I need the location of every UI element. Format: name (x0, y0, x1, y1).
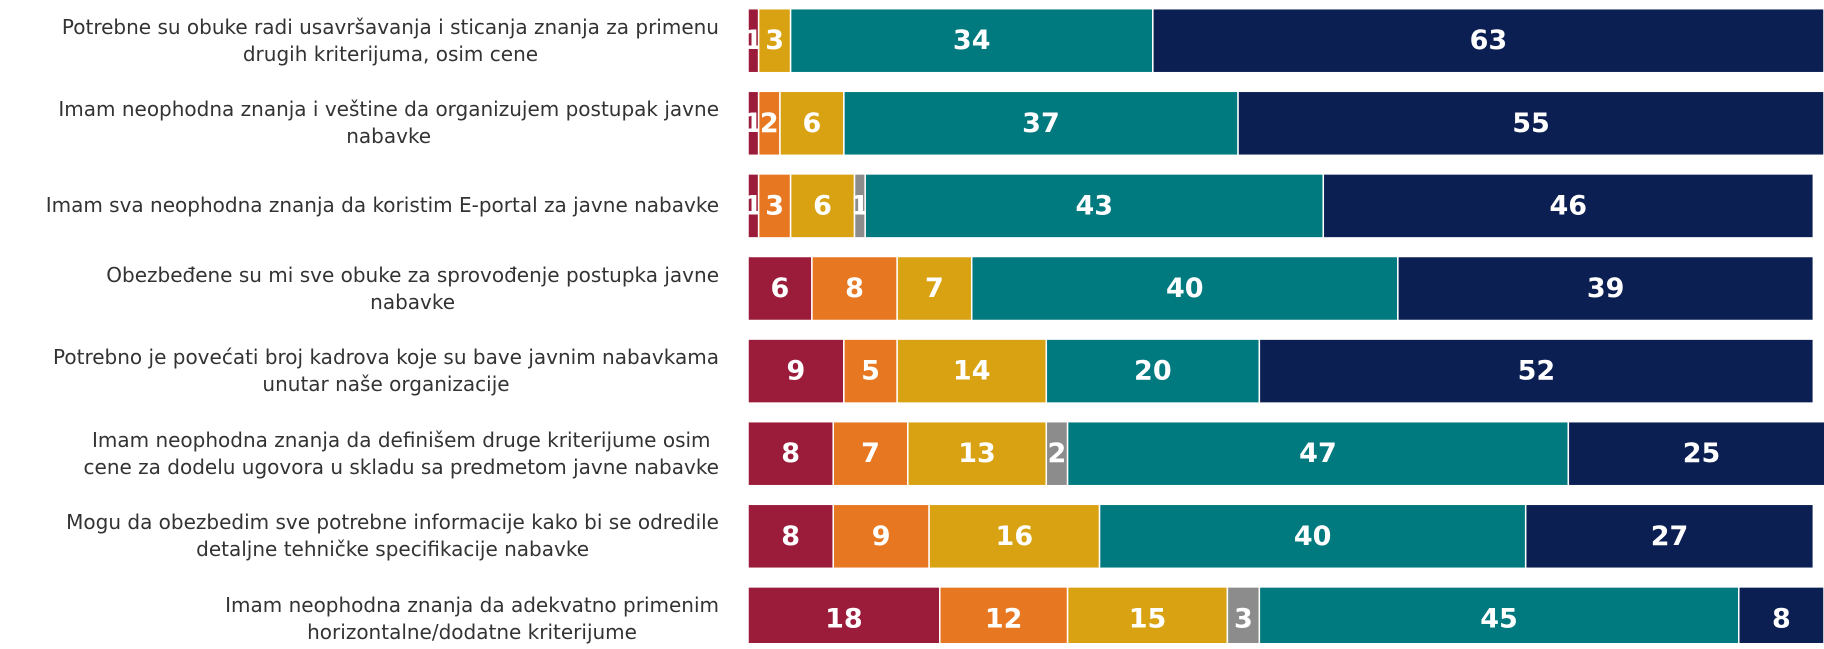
value-label: 16 (996, 521, 1034, 552)
value-label: 3 (1234, 603, 1253, 634)
category-label: Potrebno je povećati broj kadrova koje s… (53, 341, 719, 401)
bar-segment (1524, 503, 1815, 570)
value-label: 40 (1166, 273, 1204, 304)
category-label-line: nabavke (370, 289, 456, 314)
value-label: 5 (861, 356, 880, 387)
category-label-line: Imam neophodna znanja da definišem druge… (91, 427, 711, 452)
bar-segment (832, 503, 930, 570)
bar-segment (747, 586, 941, 643)
value-label: 2 (760, 108, 779, 139)
bar-segment (789, 7, 1154, 74)
value-label: 8 (1772, 603, 1791, 634)
bar-segment (1237, 90, 1824, 157)
category-label: Imam neophodna znanja i veštine da organ… (58, 93, 719, 153)
category-label-line: Potrebno je povećati broj kadrova koje s… (53, 345, 719, 370)
value-label: 8 (781, 521, 800, 552)
value-label: 14 (953, 356, 991, 387)
category-label-line: Obezbeđene su mi sve obuke za sprovođenj… (106, 262, 719, 287)
bar-segment (779, 90, 845, 157)
value-label: 27 (1651, 521, 1689, 552)
bar-segment (747, 503, 834, 570)
value-label: 6 (813, 190, 832, 221)
category-label-line: Mogu da obezbedim sve potrebne informaci… (66, 510, 719, 535)
category-label-line: nabavke (346, 124, 432, 149)
category-label: Imam neophodna znanja da adekvatno prime… (225, 589, 719, 649)
bar-segment (747, 420, 834, 487)
value-label: 34 (953, 25, 991, 56)
bar-segment (1567, 420, 1824, 487)
value-label: 46 (1550, 190, 1588, 221)
category-label-line: Potrebne su obuke radi usavršavanja i st… (61, 14, 719, 39)
category-label: Imam sva neophodna znanja da koristim E-… (46, 176, 719, 236)
bar-segment (843, 338, 898, 404)
category-label: Potrebne su obuke radi usavršavanja i st… (62, 11, 719, 71)
value-label: 52 (1518, 356, 1556, 387)
value-label: 55 (1512, 108, 1550, 139)
value-label: 47 (1299, 438, 1337, 469)
value-label: 37 (1022, 108, 1060, 139)
value-label: 20 (1134, 356, 1172, 387)
category-label: Imam neophodna znanja da definišem druge… (84, 424, 719, 484)
value-label: 6 (803, 108, 822, 139)
bar-segment (1397, 255, 1815, 322)
bar-segment (1258, 338, 1815, 404)
bar-segment (1226, 586, 1261, 643)
value-label: 25 (1683, 438, 1721, 469)
value-label: 45 (1480, 603, 1518, 634)
category-label-line: drugih kriterijuma, osim cene (242, 41, 539, 66)
category-label-line: cene za dodelu ugovora u skladu sa predm… (83, 454, 719, 479)
bar-segment (747, 338, 845, 404)
value-label: 40 (1294, 521, 1332, 552)
bar-segment (1152, 7, 1824, 74)
category-label-line: detaljne tehničke specifikacije nabavke (196, 537, 589, 562)
bar-segment (928, 503, 1101, 570)
value-label: 2 (1048, 438, 1067, 469)
category-label: Obezbeđene su mi sve obuke za sprovođenj… (106, 259, 719, 319)
value-label: 8 (845, 273, 864, 304)
value-label: 12 (985, 603, 1023, 634)
category-label-line: Imam sva neophodna znanja da koristim E-… (45, 193, 719, 218)
bar-segment (843, 90, 1239, 157)
bar-segment (757, 173, 792, 239)
bar-segment (1258, 586, 1740, 643)
bar-segment (907, 420, 1048, 487)
value-label: 3 (765, 190, 784, 221)
value-label: 9 (872, 521, 891, 552)
value-label: 39 (1587, 273, 1625, 304)
category-label-line: horizontalne/dodatne kriterijume (307, 619, 637, 644)
bar-segment (1066, 586, 1229, 643)
value-label: 43 (1075, 190, 1113, 221)
value-label: 7 (925, 273, 944, 304)
value-label: 6 (771, 273, 790, 304)
bar-segment (757, 7, 792, 74)
bar-segment (896, 255, 973, 322)
value-label: 15 (1129, 603, 1167, 634)
bar-segment (1066, 420, 1570, 487)
value-label: 8 (781, 438, 800, 469)
bar-segment (939, 586, 1069, 643)
bar-segment (970, 255, 1399, 322)
bar-segment (896, 338, 1048, 404)
category-label-line: unutar naše organizacije (262, 372, 510, 397)
value-label: 7 (861, 438, 880, 469)
value-label: 3 (765, 25, 784, 56)
value-label: 18 (825, 603, 863, 634)
bar-segment (864, 173, 1325, 239)
category-label-line: Imam neophodna znanja i veštine da organ… (58, 97, 719, 122)
value-label: 9 (787, 356, 806, 387)
category-label-line: Imam neophodna znanja da adekvatno prime… (225, 592, 719, 617)
bar-segment (1322, 173, 1815, 239)
bar-segment (1738, 586, 1824, 643)
category-label: Mogu da obezbedim sve potrebne informaci… (66, 506, 719, 566)
value-label: 63 (1470, 25, 1508, 56)
value-label: 13 (958, 438, 996, 469)
